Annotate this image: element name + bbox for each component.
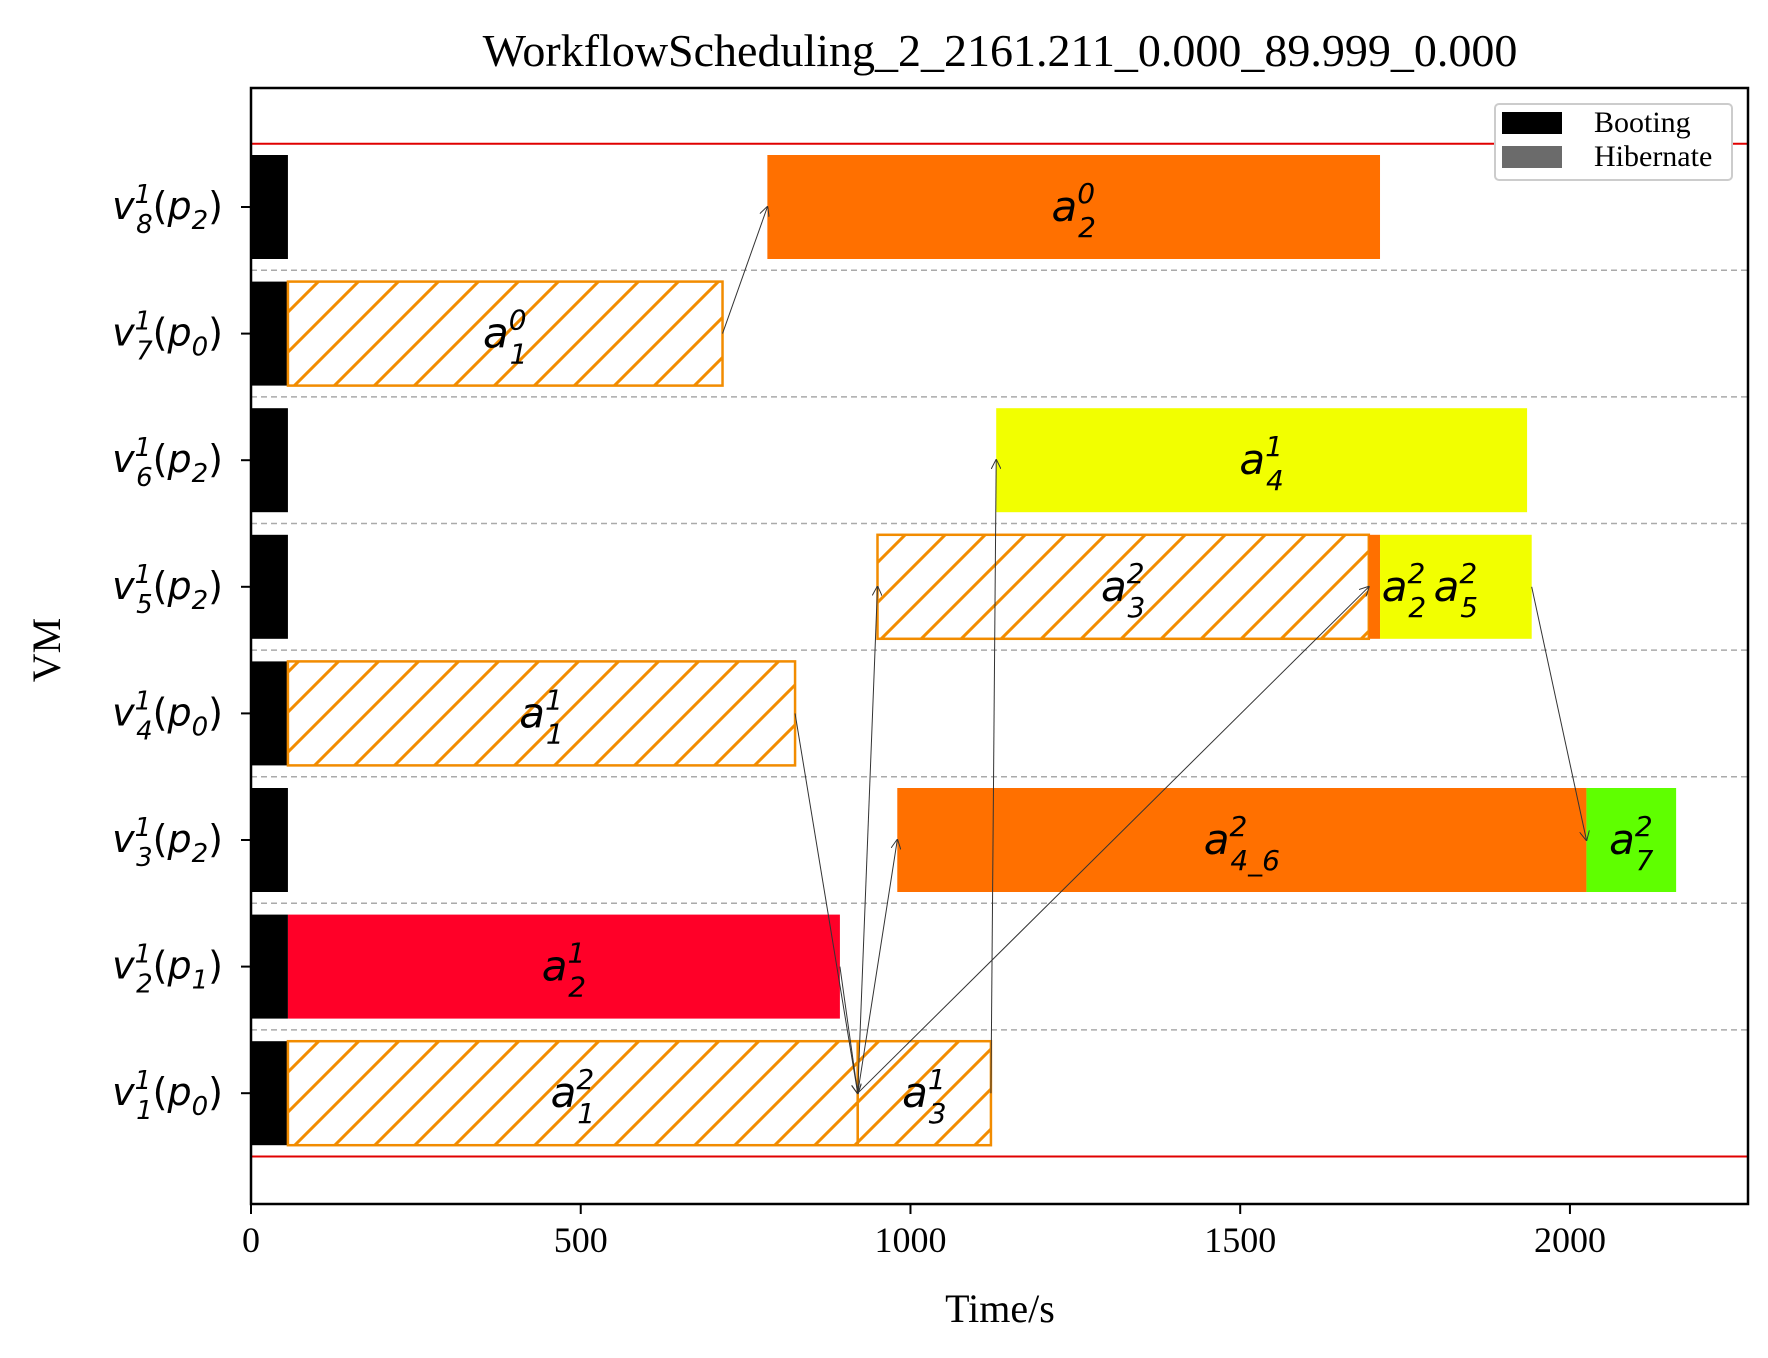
x-tick-label: 2000 — [1534, 1220, 1606, 1260]
task-label: a2 4_6 — [1204, 810, 1280, 877]
task-label: a2 3 — [1101, 557, 1145, 624]
y-tick-label: v1 2(p1) — [112, 940, 223, 1000]
x-axis-title: Time/s — [945, 1286, 1055, 1331]
plot-frame — [249, 86, 1750, 1206]
x-tick-label: 0 — [242, 1220, 260, 1260]
booting-bar — [251, 281, 288, 386]
task-labels: a0 2 a0 1 a1 4 a2 3 a2 2 a2 5 a1 1 a2 4_6 a2 7 a1 2 a2 1 a1 3 — [483, 177, 1654, 1130]
dependency-arrow — [857, 840, 898, 1094]
task-bar — [767, 155, 1381, 259]
y-axis-ticks: v1 8(p2) v1 7(p0) v1 6(p2) v1 5(p2) v1 4(p0) v1 3(p… — [112, 180, 251, 1126]
y-tick-label: v1 7(p0) — [112, 307, 223, 367]
bars — [251, 155, 1677, 1147]
legend-swatch — [1502, 146, 1562, 168]
legend-label: Booting — [1594, 106, 1691, 139]
dependency-arrow — [990, 460, 996, 1094]
task-bar — [996, 408, 1528, 513]
legend-swatch — [1502, 112, 1562, 134]
dependency-arrow — [857, 587, 1369, 1094]
y-tick-label: v1 6(p2) — [112, 433, 223, 493]
task-bar — [1368, 534, 1381, 639]
task-label: a2 7 — [1609, 810, 1654, 877]
task-bar — [286, 660, 797, 767]
x-tick-label: 500 — [554, 1220, 608, 1260]
booting-bar — [251, 155, 288, 259]
booting-bar — [251, 408, 288, 513]
dependency-arrow — [1531, 586, 1587, 840]
task-bar — [897, 788, 1587, 892]
x-axis-ticks: 0 500 1000 1500 2000 — [242, 1204, 1606, 1260]
booting-bar — [251, 788, 288, 892]
task-bar — [286, 1039, 859, 1147]
legend-label: Hibernate — [1594, 140, 1712, 173]
booting-bar — [251, 914, 288, 1019]
task-label: a1 2 — [542, 937, 586, 1004]
task-bar — [876, 533, 1371, 641]
dependency-arrow — [857, 587, 878, 1094]
dependency-arrows — [722, 207, 1587, 1094]
task-label: a2 5 — [1434, 557, 1478, 624]
y-tick-label: v1 3(p2) — [112, 813, 223, 873]
task-label: a1 4 — [1239, 430, 1283, 497]
dependency-arrow — [839, 966, 858, 1094]
y-axis-title: VM — [24, 618, 69, 682]
dependency-arrow — [722, 207, 768, 334]
task-label: a1 3 — [902, 1063, 946, 1130]
y-tick-label: v1 5(p2) — [112, 560, 223, 620]
y-tick-label: v1 8(p2) — [112, 180, 223, 240]
task-label: a0 2 — [1051, 177, 1095, 244]
booting-bar — [251, 1041, 288, 1146]
x-tick-label: 1500 — [1204, 1220, 1276, 1260]
dependency-arrow — [794, 713, 858, 1093]
task-bar — [286, 280, 724, 387]
task-label: a1 1 — [519, 683, 563, 750]
task-bar — [1380, 534, 1532, 639]
task-bar — [1586, 788, 1677, 892]
task-bar — [287, 914, 840, 1019]
y-tick-label: v1 4(p0) — [112, 686, 223, 746]
task-label: a2 1 — [551, 1063, 595, 1130]
x-tick-label: 1000 — [874, 1220, 946, 1260]
task-label: a0 1 — [483, 304, 527, 371]
booting-bar — [251, 661, 288, 766]
task-label: a2 2 — [1382, 557, 1426, 624]
chart-title: WorkflowScheduling_2_2161.211_0.000_89.9… — [483, 25, 1518, 76]
y-tick-label: v1 1(p0) — [112, 1066, 223, 1126]
booting-bar — [251, 534, 288, 639]
